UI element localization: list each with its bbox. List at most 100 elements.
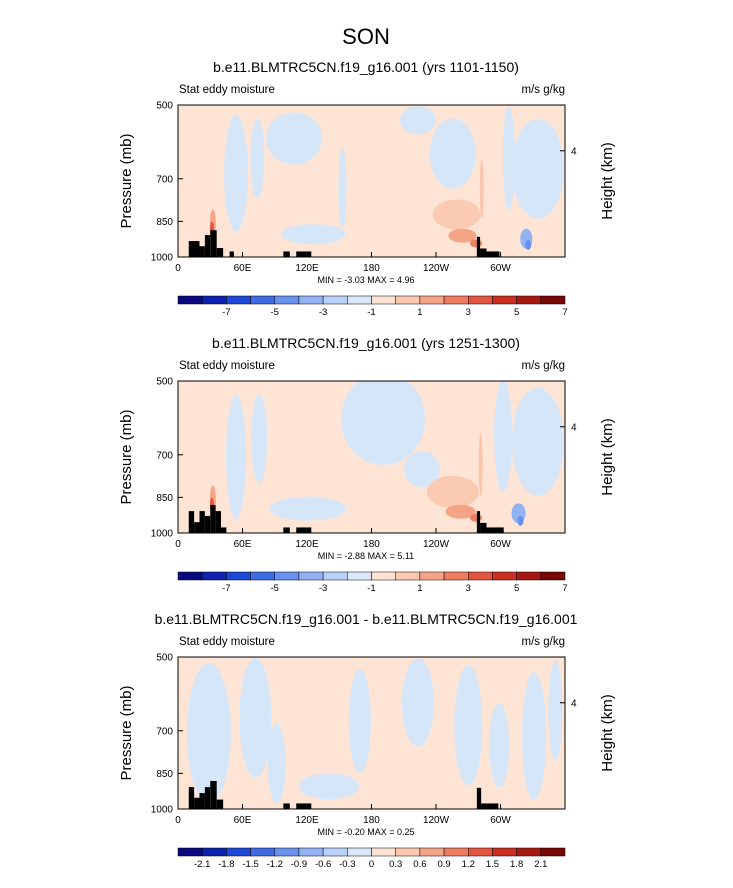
terrain-block-7 — [283, 251, 290, 257]
colorbar-swatch-14 — [492, 295, 517, 305]
colorbar-swatch-5 — [274, 295, 300, 305]
terrain-block-11 — [480, 522, 487, 533]
terrain-block-9 — [476, 787, 482, 809]
contour-region-1 — [224, 115, 249, 232]
colorbar-label: 5 — [514, 307, 519, 318]
ytick-label: 850 — [156, 493, 173, 504]
xtick-label: 180 — [363, 539, 380, 550]
contour-region-7 — [511, 387, 564, 496]
colorbar-swatch-10 — [395, 847, 421, 857]
colorbar-label: 1.8 — [510, 859, 523, 870]
colorbar-label: 1.5 — [486, 859, 499, 870]
xtick-label: 60E — [234, 263, 252, 274]
contour-region-12 — [469, 239, 482, 248]
colorbar: -7 -5 -3 -1 1 3 5 7 — [177, 295, 568, 318]
colorbar-label: -1.2 — [267, 859, 283, 870]
ytick-label: 850 — [156, 217, 173, 228]
ytick-right-label: 4 — [571, 422, 577, 433]
colorbar: -7 -5 -3 -1 1 3 5 7 — [177, 571, 568, 594]
colorbar-swatch-5 — [274, 847, 300, 857]
contour-region-8 — [426, 475, 479, 508]
contour-region-4 — [281, 224, 346, 245]
contour-region-7 — [454, 665, 483, 786]
contour-region-4 — [269, 496, 346, 521]
terrain-block-1 — [188, 787, 195, 809]
minmax-label: MIN = -0.20 MAX = 0.25 — [317, 827, 414, 837]
colorbar-swatch-4 — [250, 847, 275, 857]
colorbar-swatch-11 — [419, 847, 445, 857]
colorbar-swatch-7 — [322, 295, 348, 305]
xtick-label: 60E — [234, 539, 252, 550]
contour-region-5 — [348, 668, 371, 773]
colorbar-label: -1 — [367, 307, 375, 318]
colorbar-label: 5 — [514, 583, 519, 594]
colorbar-label: -5 — [271, 583, 279, 594]
colorbar-label: 7 — [562, 307, 567, 318]
ytick-label: 850 — [156, 769, 173, 780]
colorbar-swatch-9 — [371, 571, 396, 581]
contour-region-2 — [239, 657, 272, 778]
colorbar-swatch-11 — [419, 295, 445, 305]
contour-field — [188, 381, 564, 533]
terrain-block-4 — [204, 787, 211, 809]
colorbar-swatch-2 — [201, 295, 227, 305]
colorbar-label: -1 — [367, 583, 375, 594]
colorbar-swatch-15 — [516, 571, 542, 581]
contour-region-13 — [479, 158, 484, 219]
contour-region-8 — [502, 106, 515, 211]
ytick-label: 700 — [156, 174, 173, 185]
colorbar-swatch-16 — [540, 847, 566, 857]
contour-region-9 — [511, 118, 564, 219]
contour-region-3 — [267, 723, 286, 804]
contour-region-9 — [522, 672, 547, 801]
xtick-label: 0 — [175, 263, 181, 274]
xtick-label: 120E — [295, 539, 319, 550]
ylabel-right: Height (km) — [599, 694, 616, 772]
panel-2: b.e11.BLMTRC5CN.f19_g16.001 (yrs 1251-13… — [118, 335, 616, 594]
contour-region-15 — [525, 239, 532, 250]
contour-field — [186, 657, 563, 809]
colorbar-swatch-14 — [492, 571, 517, 581]
ytick-label: 700 — [156, 450, 173, 461]
colorbar-label: 1 — [417, 307, 422, 318]
terrain-block-8 — [296, 803, 312, 809]
terrain-block-5 — [210, 504, 216, 533]
contour-region-9 — [445, 504, 476, 519]
panel-3: b.e11.BLMTRC5CN.f19_g16.001 - b.e11.BLMT… — [118, 611, 616, 870]
colorbar-swatch-4 — [250, 571, 275, 581]
colorbar-swatch-9 — [371, 295, 396, 305]
contour-region-3 — [341, 381, 426, 465]
xtick-label: 120W — [423, 263, 450, 274]
contour-region-4 — [298, 773, 359, 800]
ytick-right-label: 4 — [571, 698, 577, 709]
contour-region-10 — [432, 199, 481, 230]
colorbar-swatch-12 — [443, 295, 469, 305]
terrain-block-12 — [486, 527, 504, 533]
terrain-block-11 — [486, 251, 500, 257]
colorbar-label: -2.1 — [194, 859, 210, 870]
panel-title: b.e11.BLMTRC5CN.f19_g16.001 (yrs 1101-11… — [213, 59, 519, 75]
ytick-label: 700 — [156, 726, 173, 737]
colorbar-label: -5 — [271, 307, 279, 318]
xtick-label: 120E — [295, 263, 319, 274]
contour-region-1 — [226, 395, 247, 519]
ytick-right-label: 4 — [571, 146, 577, 157]
xtick-label: 120W — [423, 815, 450, 826]
xtick-label: 120W — [423, 539, 450, 550]
colorbar-swatch-1 — [177, 295, 203, 305]
colorbar-swatch-7 — [322, 571, 348, 581]
terrain-block-5 — [210, 780, 217, 809]
colorbar-swatch-6 — [298, 571, 324, 581]
ylabel-right: Height (km) — [599, 418, 616, 496]
colorbar-swatch-2 — [201, 571, 227, 581]
colorbar: -2.1 -1.8 -1.5 -1.2 -0.9 -0.6 -0.3 0 0.3 0.6 0.9 1.… — [177, 847, 566, 870]
field-label: Stat eddy moisture — [179, 360, 275, 372]
colorbar-swatch-10 — [395, 571, 421, 581]
contour-field — [188, 106, 564, 257]
colorbar-label: -1.8 — [218, 859, 234, 870]
colorbar-label: 0.9 — [437, 859, 450, 870]
ylabel: Pressure (mb) — [118, 133, 135, 228]
colorbar-label: -0.3 — [339, 859, 355, 870]
colorbar-swatch-3 — [226, 571, 251, 581]
colorbar-swatch-13 — [468, 571, 493, 581]
